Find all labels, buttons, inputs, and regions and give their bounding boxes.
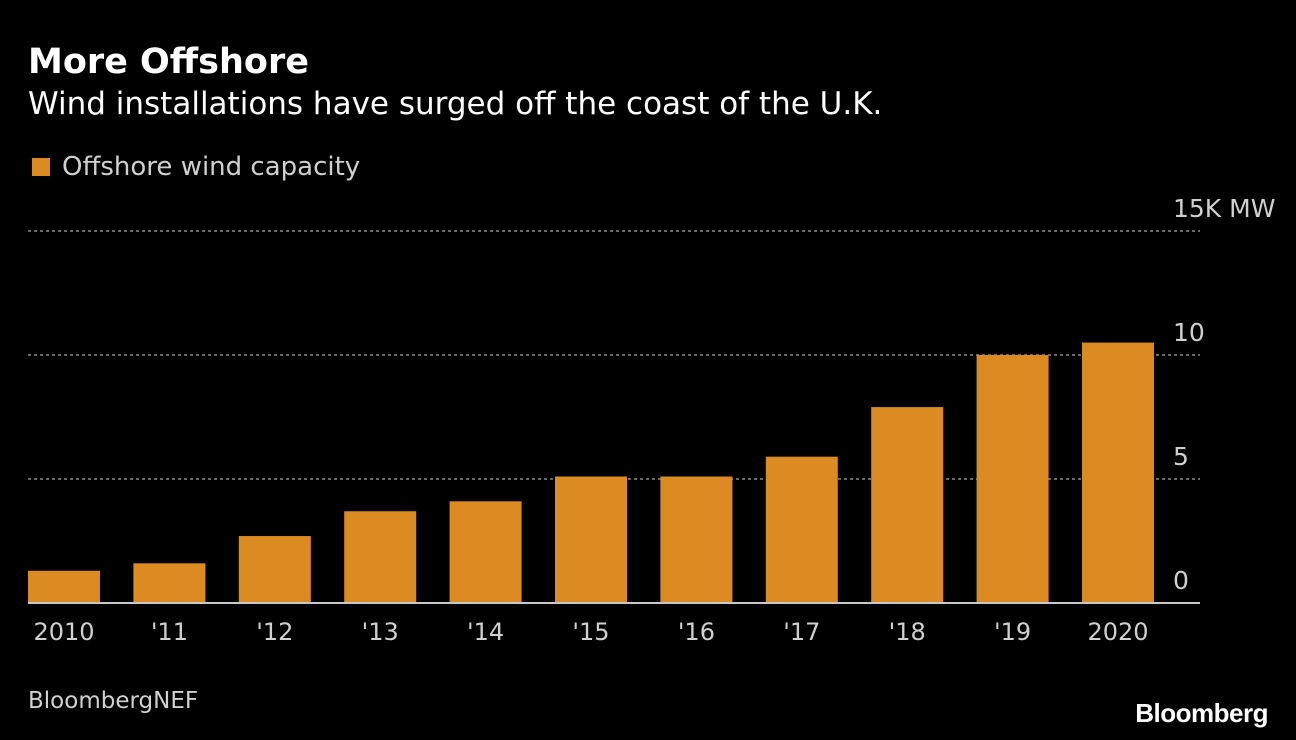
y-tick-label: 15K MW xyxy=(1173,194,1275,223)
bar xyxy=(133,563,206,603)
x-tick-label: '18 xyxy=(889,618,926,646)
y-tick-label: 0 xyxy=(1173,566,1189,595)
x-tick-label: '19 xyxy=(994,618,1031,646)
x-tick-label: '17 xyxy=(783,618,820,646)
bar xyxy=(344,511,417,603)
bar xyxy=(765,456,838,603)
x-tick-label: '14 xyxy=(467,618,504,646)
x-tick-label: 2010 xyxy=(33,618,94,646)
chart-title: More Offshore xyxy=(28,42,309,82)
x-tick-label: '13 xyxy=(362,618,399,646)
x-tick-label: '16 xyxy=(678,618,715,646)
bar xyxy=(976,355,1049,603)
x-tick-label: 2020 xyxy=(1087,618,1148,646)
legend-label: Offshore wind capacity xyxy=(62,152,361,182)
bar xyxy=(660,476,733,603)
x-tick-label: '12 xyxy=(256,618,293,646)
bloomberg-logo: Bloomberg xyxy=(1135,698,1268,728)
legend: Offshore wind capacity xyxy=(32,152,360,182)
legend-swatch xyxy=(32,158,50,176)
bar xyxy=(871,407,944,603)
bar xyxy=(555,476,627,603)
y-tick-label: 5 xyxy=(1173,442,1189,471)
x-tick-label: '15 xyxy=(572,618,609,646)
chart-subtitle: Wind installations have surged off the c… xyxy=(28,86,883,122)
source-note: BloombergNEF xyxy=(28,688,199,714)
bar xyxy=(449,501,522,603)
bar xyxy=(238,536,311,603)
x-tick-label: '11 xyxy=(151,618,188,646)
y-tick-label: 10 xyxy=(1173,318,1205,347)
bar xyxy=(1082,342,1154,603)
bar xyxy=(28,570,100,603)
